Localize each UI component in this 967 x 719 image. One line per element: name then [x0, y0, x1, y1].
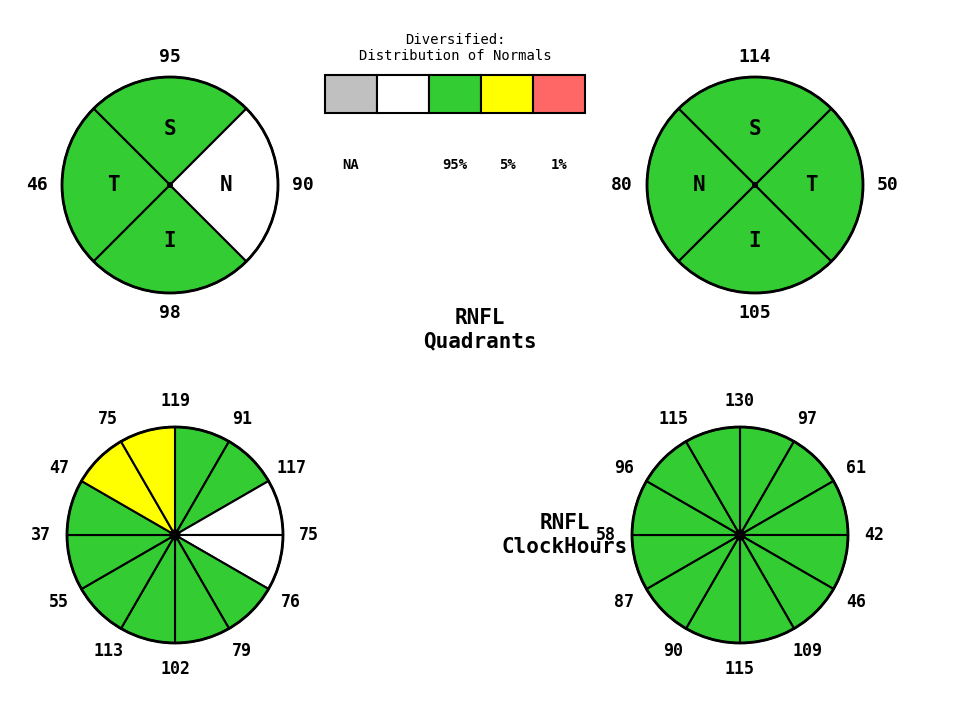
Text: I: I: [163, 232, 176, 251]
Wedge shape: [679, 77, 832, 185]
Text: 37: 37: [31, 526, 51, 544]
Bar: [429, 75, 481, 113]
Text: 76: 76: [281, 593, 301, 611]
Text: Diversified:
Distribution of Normals: Diversified: Distribution of Normals: [359, 33, 551, 63]
Bar: [325, 75, 377, 113]
Text: 42: 42: [864, 526, 884, 544]
Text: 55: 55: [49, 593, 69, 611]
Text: 1%: 1%: [550, 158, 568, 172]
Wedge shape: [740, 535, 794, 643]
Wedge shape: [740, 535, 848, 589]
Bar: [481, 75, 533, 113]
Wedge shape: [632, 481, 740, 535]
Text: T: T: [805, 175, 817, 195]
Wedge shape: [62, 109, 170, 262]
Wedge shape: [175, 535, 283, 589]
Text: S: S: [163, 119, 176, 139]
Wedge shape: [175, 441, 269, 535]
Wedge shape: [81, 441, 175, 535]
Wedge shape: [686, 427, 740, 535]
Text: NA: NA: [342, 158, 360, 172]
Wedge shape: [740, 427, 794, 535]
Text: T: T: [107, 175, 120, 195]
Text: 105: 105: [739, 304, 772, 322]
Text: N: N: [692, 175, 705, 195]
Text: 46: 46: [846, 593, 866, 611]
Text: 91: 91: [232, 410, 252, 428]
Wedge shape: [740, 481, 848, 535]
Wedge shape: [740, 441, 834, 535]
Wedge shape: [175, 481, 283, 535]
Text: 90: 90: [663, 642, 683, 660]
Text: 96: 96: [614, 459, 634, 477]
Circle shape: [167, 182, 173, 188]
Text: 119: 119: [160, 392, 190, 410]
Wedge shape: [755, 109, 863, 262]
Wedge shape: [94, 77, 247, 185]
Text: 113: 113: [93, 642, 123, 660]
Text: 115: 115: [725, 660, 755, 678]
Wedge shape: [67, 481, 175, 535]
Wedge shape: [647, 535, 740, 628]
Wedge shape: [740, 535, 834, 628]
Text: 61: 61: [846, 459, 866, 477]
Text: 95%: 95%: [443, 158, 468, 172]
Text: 115: 115: [658, 410, 688, 428]
Text: 97: 97: [797, 410, 817, 428]
Text: N: N: [220, 175, 232, 195]
Wedge shape: [686, 535, 740, 643]
Text: 80: 80: [611, 176, 632, 194]
Wedge shape: [175, 535, 269, 628]
Wedge shape: [94, 185, 247, 293]
Wedge shape: [679, 185, 832, 293]
Wedge shape: [121, 535, 175, 643]
Circle shape: [170, 530, 180, 540]
Text: 75: 75: [98, 410, 118, 428]
Wedge shape: [647, 109, 755, 262]
Wedge shape: [632, 535, 740, 589]
Text: 47: 47: [49, 459, 69, 477]
Text: 117: 117: [276, 459, 306, 477]
Text: 5%: 5%: [499, 158, 515, 172]
Text: RNFL
ClockHours: RNFL ClockHours: [502, 513, 629, 557]
Text: 130: 130: [725, 392, 755, 410]
Text: RNFL
Quadrants: RNFL Quadrants: [424, 308, 537, 352]
Circle shape: [735, 530, 745, 540]
Wedge shape: [175, 535, 229, 643]
Wedge shape: [121, 427, 175, 535]
Wedge shape: [647, 441, 740, 535]
Text: 102: 102: [160, 660, 190, 678]
Wedge shape: [175, 427, 229, 535]
Text: 109: 109: [792, 642, 822, 660]
Bar: [533, 75, 585, 113]
Wedge shape: [170, 109, 278, 262]
Wedge shape: [81, 535, 175, 628]
Text: S: S: [748, 119, 761, 139]
Text: 87: 87: [614, 593, 634, 611]
Text: I: I: [748, 232, 761, 251]
Text: 98: 98: [160, 304, 181, 322]
Text: 90: 90: [292, 176, 314, 194]
Text: 114: 114: [739, 48, 772, 66]
Circle shape: [752, 182, 758, 188]
Text: 95: 95: [160, 48, 181, 66]
Text: 79: 79: [232, 642, 252, 660]
Bar: [377, 75, 429, 113]
Text: 46: 46: [26, 176, 48, 194]
Wedge shape: [67, 535, 175, 589]
Text: 58: 58: [596, 526, 616, 544]
Text: 75: 75: [299, 526, 319, 544]
Text: 50: 50: [877, 176, 899, 194]
